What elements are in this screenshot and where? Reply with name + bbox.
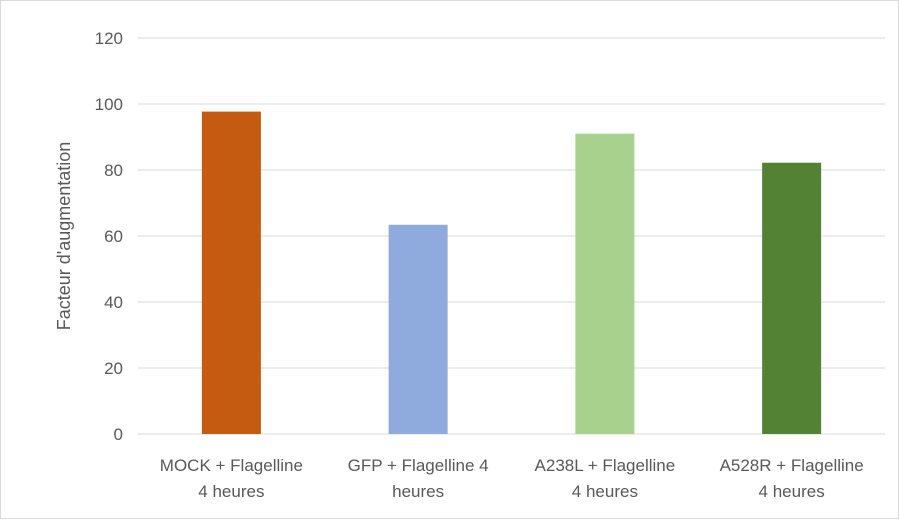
x-category-label: A238L + Flagelline xyxy=(535,456,676,475)
x-category-label: 4 heures xyxy=(572,482,638,501)
y-axis-title: Facteur d'augmentation xyxy=(54,142,74,331)
y-tick-label: 0 xyxy=(114,425,123,444)
bar xyxy=(762,162,822,435)
bar xyxy=(201,111,261,434)
x-category-label: 4 heures xyxy=(759,482,825,501)
x-axis-labels: MOCK + Flagelline 4 heures GFP + Flagellin… xyxy=(160,456,864,501)
bar xyxy=(388,224,448,434)
y-axis-ticks: 0 20 40 60 80 100 120 xyxy=(95,29,123,444)
y-tick-label: 20 xyxy=(104,359,123,378)
y-tick-label: 60 xyxy=(104,227,123,246)
x-category-label: A528R + Flagelline xyxy=(720,456,864,475)
bars xyxy=(201,111,822,435)
gridlines xyxy=(138,37,885,435)
x-category-label: 4 heures xyxy=(198,482,264,501)
bar xyxy=(575,133,635,434)
y-tick-label: 40 xyxy=(104,293,123,312)
x-category-label: heures xyxy=(392,482,444,501)
y-tick-label: 100 xyxy=(95,95,123,114)
y-tick-label: 120 xyxy=(95,29,123,48)
x-category-label: MOCK + Flagelline xyxy=(160,456,303,475)
x-category-label: GFP + Flagelline 4 xyxy=(348,456,489,475)
y-tick-label: 80 xyxy=(104,161,123,180)
